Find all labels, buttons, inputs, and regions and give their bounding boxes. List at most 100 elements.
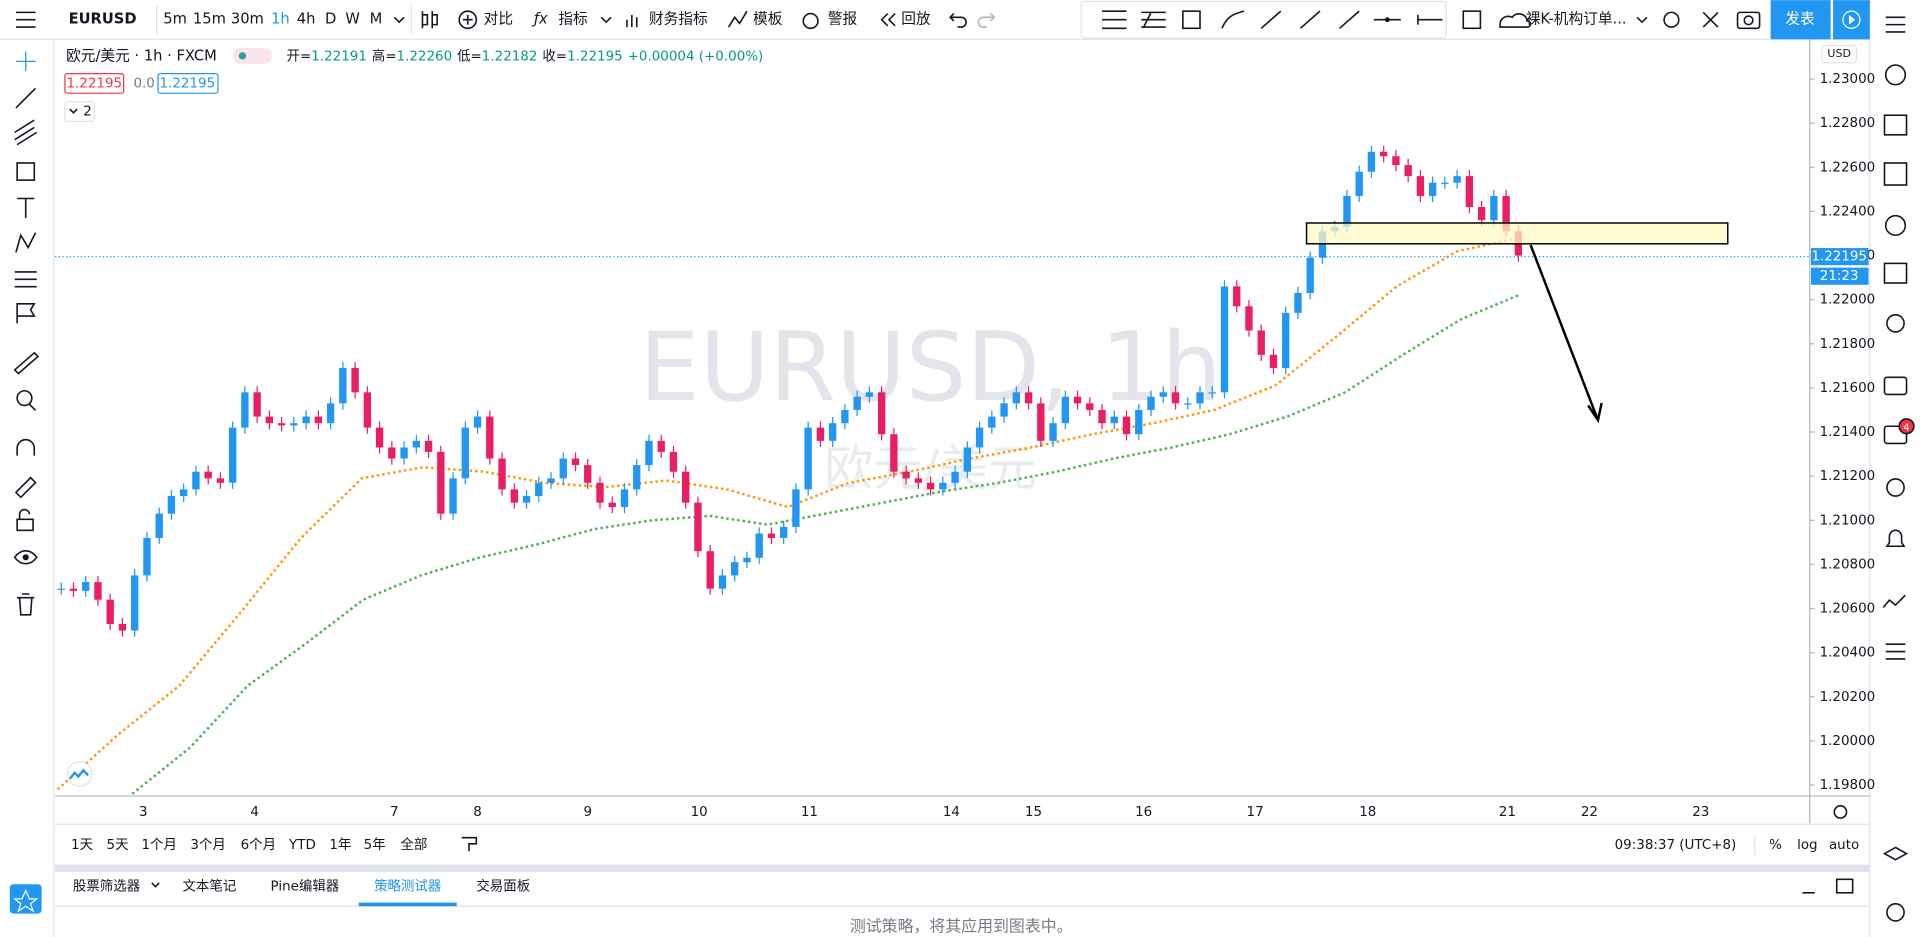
crosshair-tool[interactable] [15, 51, 36, 72]
tool-icon[interactable] [1141, 11, 1166, 28]
panel-tab[interactable]: Pine编辑器 [271, 879, 340, 895]
list-icon[interactable] [1885, 643, 1906, 660]
financials-button[interactable]: 财务指标 [649, 11, 708, 28]
percent-toggle[interactable]: % [1769, 838, 1782, 853]
range-button[interactable]: YTD [288, 838, 316, 853]
streams-icon[interactable] [1886, 478, 1905, 497]
dropdown-icon[interactable] [600, 16, 612, 24]
data-window-icon[interactable] [1884, 214, 1907, 237]
interval-button[interactable]: 30m [231, 11, 264, 28]
tool-icon[interactable] [1182, 10, 1201, 30]
menu-icon[interactable] [15, 11, 36, 28]
log-toggle[interactable]: log [1797, 838, 1818, 853]
maximize-icon[interactable] [1835, 878, 1854, 894]
range-button[interactable]: 1个月 [141, 837, 176, 853]
zoom-tool[interactable] [16, 389, 33, 407]
range-button[interactable]: 1天 [71, 838, 93, 853]
buy-box[interactable] [157, 72, 219, 94]
dropdown-icon[interactable] [1636, 16, 1648, 24]
candle [559, 458, 567, 479]
range-button[interactable]: 全部 [400, 836, 427, 853]
interval-button[interactable]: D [325, 11, 336, 28]
indicators-toggle[interactable] [64, 101, 95, 122]
interval-button[interactable]: 5m [163, 11, 187, 28]
tool-icon[interactable] [1221, 10, 1245, 29]
magnet-tool[interactable] [16, 438, 36, 456]
hide-tool[interactable] [13, 550, 38, 565]
tool-icon[interactable] [1102, 10, 1127, 30]
range-button[interactable]: 3个月 [190, 837, 225, 853]
watchlist-button[interactable] [9, 884, 42, 914]
range-button[interactable]: 5天 [107, 838, 129, 853]
dropdown-icon[interactable] [151, 882, 160, 888]
ideas-icon[interactable] [1886, 314, 1905, 333]
tool-icon[interactable] [1417, 14, 1443, 25]
range-button[interactable]: 6个月 [241, 837, 276, 853]
trend-line-tool[interactable] [15, 87, 37, 109]
hotlist-icon[interactable] [1883, 162, 1908, 186]
alarm-icon[interactable] [1884, 64, 1907, 86]
fib-tool[interactable] [14, 119, 38, 146]
panel-tab[interactable]: 股票筛选器 [73, 879, 141, 895]
interval-button[interactable]: 15m [193, 11, 226, 28]
goto-date-icon[interactable] [461, 836, 478, 852]
redo-icon[interactable] [977, 13, 996, 28]
indicators-button[interactable]: 指标 [558, 11, 588, 28]
dropdown-icon[interactable] [393, 16, 405, 24]
prediction-tool[interactable] [14, 271, 37, 288]
arrow-drawing[interactable] [1529, 244, 1603, 424]
pattern-tool[interactable] [15, 232, 37, 253]
low-value: 1.22182 [482, 49, 538, 64]
panel-tab[interactable]: 文本笔记 [182, 879, 236, 895]
layers-icon[interactable] [1882, 846, 1909, 861]
range-button[interactable]: 1年 [329, 837, 351, 853]
symbol[interactable]: EURUSD [69, 11, 137, 28]
interval-button[interactable]: W [345, 11, 360, 28]
y-tick-label: 1.21400 [1820, 425, 1876, 440]
layout-name[interactable]: 裸K-机构订单... [1526, 11, 1627, 28]
watchlist-icon[interactable] [1885, 16, 1906, 33]
help-icon[interactable] [1886, 903, 1905, 922]
interval-button[interactable]: M [370, 11, 383, 28]
compare-icon[interactable] [458, 10, 478, 30]
news-icon[interactable] [1883, 114, 1908, 136]
shape-tool[interactable] [16, 162, 36, 181]
alert-button[interactable]: 警报 [828, 11, 858, 28]
sell-box[interactable] [64, 72, 125, 94]
replay-button[interactable]: 回放 [901, 11, 931, 28]
interval-button[interactable]: 1h [271, 11, 290, 28]
ruler-tool[interactable] [13, 351, 40, 375]
axis-settings-icon[interactable] [1833, 805, 1848, 819]
panel-tab[interactable]: 交易面板 [476, 878, 530, 895]
tool-icon[interactable] [1339, 10, 1360, 29]
calendar-icon[interactable] [1883, 262, 1908, 284]
zone-rectangle[interactable] [1305, 222, 1729, 245]
candle [498, 458, 506, 490]
auto-toggle[interactable]: auto [1829, 838, 1859, 853]
screenshot-icon[interactable] [1736, 11, 1761, 30]
messages-icon[interactable] [1883, 425, 1908, 445]
undo-icon[interactable] [949, 13, 967, 28]
interval-button[interactable]: 4h [297, 11, 316, 28]
tool-icon[interactable] [1299, 10, 1321, 29]
text-tool[interactable] [17, 197, 35, 219]
fullscreen-box-icon[interactable] [1462, 10, 1482, 30]
settings-icon[interactable] [1663, 11, 1680, 28]
candle [1465, 176, 1474, 207]
stay-drawing-tool[interactable] [14, 476, 37, 499]
fullscreen-icon[interactable] [1702, 11, 1719, 28]
chart-type-icon[interactable] [421, 11, 438, 29]
panel-tab[interactable]: 策略测试器 [374, 878, 442, 895]
tool-icon[interactable] [1260, 10, 1282, 29]
publish-button[interactable] [1770, 0, 1831, 40]
range-button[interactable]: 5年 [364, 837, 386, 853]
delete-tool[interactable] [17, 593, 35, 616]
icon-tool[interactable] [16, 303, 36, 324]
panel-splitter[interactable] [55, 864, 1870, 872]
templates-button[interactable]: 模板 [753, 10, 783, 28]
chat-icon[interactable] [1883, 376, 1908, 396]
compare-button[interactable]: 对比 [484, 11, 513, 28]
lock-tool[interactable] [16, 518, 34, 532]
dom-icon[interactable] [1882, 594, 1906, 608]
bell-icon[interactable] [1885, 529, 1906, 548]
